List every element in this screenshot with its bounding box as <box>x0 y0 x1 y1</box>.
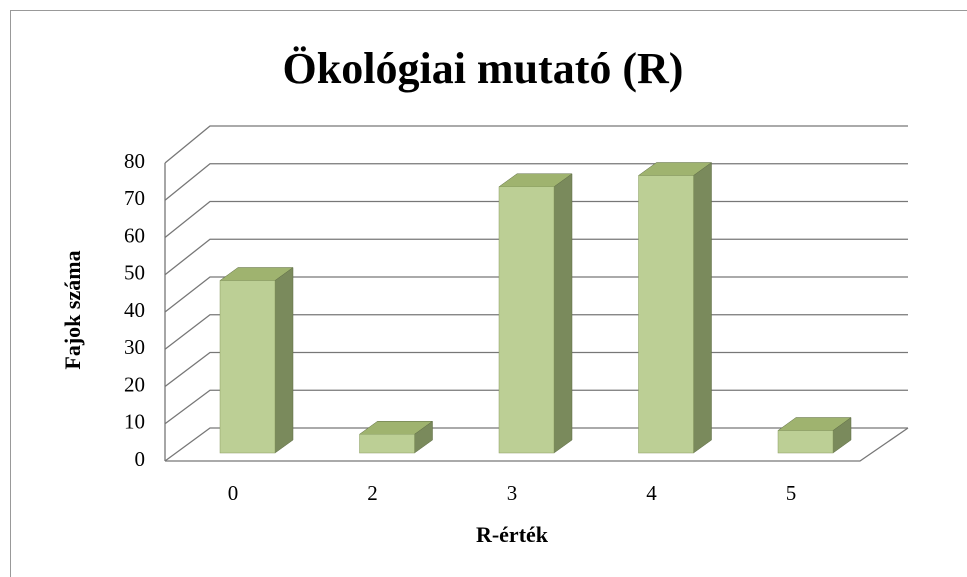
y-tick-label: 80 <box>124 149 145 173</box>
grid-line <box>164 125 908 164</box>
x-axis-label: R-érték <box>476 522 549 547</box>
y-tick-label: 40 <box>124 298 145 322</box>
y-tick-label: 20 <box>124 372 145 396</box>
x-tick-label: 4 <box>646 481 657 505</box>
bar <box>498 186 555 454</box>
bar <box>219 280 276 454</box>
floor-edge <box>165 427 909 462</box>
y-tick-label: 50 <box>124 261 145 285</box>
bar <box>638 175 694 454</box>
bar-side <box>693 162 712 454</box>
y-tick-label: 60 <box>124 223 145 247</box>
x-tick-label: 3 <box>507 481 518 505</box>
y-axis-label: Fajok száma <box>60 250 85 369</box>
bar-side <box>553 173 573 454</box>
y-tick-label: 0 <box>135 447 146 471</box>
x-tick-label: 0 <box>228 481 239 505</box>
bar <box>359 434 415 454</box>
chart-title: Ökológiai mutató (R) <box>283 44 684 93</box>
y-tick-label: 70 <box>124 186 145 210</box>
y-tick-label: 30 <box>124 335 145 359</box>
x-tick-label: 2 <box>367 481 378 505</box>
bar-side <box>274 267 294 454</box>
y-tick-label: 10 <box>124 410 145 434</box>
bar <box>777 430 834 454</box>
chart-border <box>10 10 967 577</box>
x-tick-label: 5 <box>786 481 797 505</box>
